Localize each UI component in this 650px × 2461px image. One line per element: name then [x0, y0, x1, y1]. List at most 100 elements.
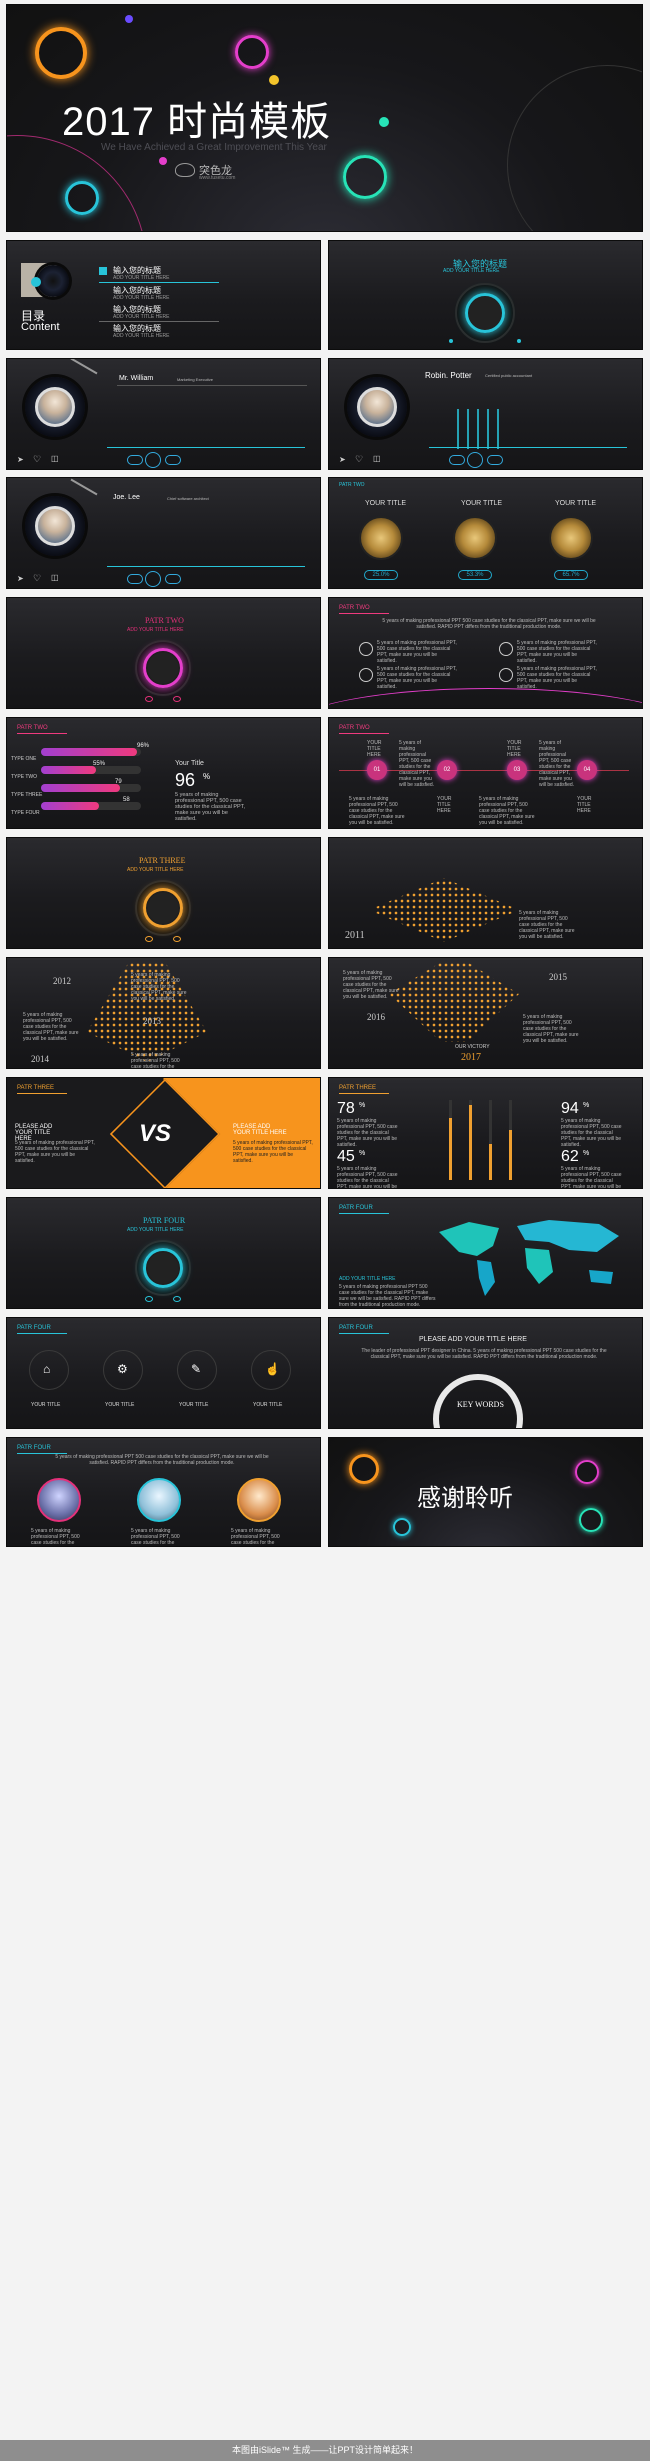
- percent-text: 5 years of making professional PPT, 500 …: [337, 1166, 398, 1189]
- timeline-node-3[interactable]: 03: [507, 760, 527, 780]
- gear-icon[interactable]: ⚙: [117, 1362, 128, 1376]
- profile-name: Mr. William: [119, 375, 154, 382]
- heart-icon[interactable]: ♡: [355, 454, 364, 464]
- percent-1-unit: %: [359, 1102, 366, 1109]
- heart-icon[interactable]: ♡: [33, 573, 42, 583]
- percent-text: 5 years of making professional PPT, 500 …: [561, 1166, 622, 1189]
- share-icon[interactable]: ➤: [339, 455, 346, 464]
- share-icon[interactable]: ➤: [17, 574, 24, 583]
- keywords-text: The leader of professional PPT designer …: [361, 1348, 607, 1360]
- share-icon[interactable]: ➤: [17, 455, 24, 464]
- pause-icon[interactable]: [99, 267, 107, 275]
- icon-ring: [177, 1350, 217, 1390]
- timeline-node-2[interactable]: 02: [437, 760, 457, 780]
- features-slide[interactable]: PATR TWO 5 years of making professional …: [328, 597, 643, 709]
- part-two-slide[interactable]: PATR TWO ADD YOUR TITLE HERE: [6, 597, 321, 709]
- bar-label-4: TYPE FOUR: [11, 810, 40, 816]
- pink-ring: [143, 648, 183, 688]
- prev-button[interactable]: [127, 455, 143, 465]
- feature-text: 5 years of making professional PPT, 500 …: [377, 640, 457, 664]
- progress-line[interactable]: [107, 566, 305, 567]
- progress-line[interactable]: [107, 447, 305, 448]
- vs-slide[interactable]: PATR THREE VS PLEASE ADD YOUR TITLE HERE…: [6, 1077, 321, 1189]
- next-button[interactable]: [165, 574, 181, 584]
- next-button[interactable]: [173, 1296, 181, 1302]
- thanks-slide[interactable]: 感谢聆听: [328, 1437, 643, 1547]
- timeline-node-4[interactable]: 04: [577, 760, 597, 780]
- prev-button[interactable]: [127, 574, 143, 584]
- trash-icon[interactable]: ◫: [51, 573, 59, 582]
- icons-slide[interactable]: PATR FOUR ⌂ ⚙ ✎ ☝ YOUR TITLE YOUR TITLE …: [6, 1317, 321, 1429]
- touch-icon[interactable]: ☝: [265, 1362, 280, 1376]
- knob-1[interactable]: [359, 516, 403, 560]
- slider-track: [489, 1100, 492, 1180]
- year-label: 2011: [345, 930, 365, 941]
- toc-item-2[interactable]: 输入您的标题: [113, 286, 161, 295]
- prev-button[interactable]: [449, 455, 465, 465]
- section-slide[interactable]: 输入您的标题 ADD YOUR TITLE HERE: [328, 240, 643, 350]
- trash-icon[interactable]: ◫: [373, 454, 381, 463]
- next-button[interactable]: [173, 936, 181, 942]
- next-button[interactable]: [173, 696, 181, 702]
- bars-slide[interactable]: PATR TWO TYPE ONE TYPE TWO TYPE THREE TY…: [6, 717, 321, 829]
- dots-slide-3[interactable]: 2015 2016 5 years of making professional…: [328, 957, 643, 1069]
- cyan-ring: [143, 1248, 183, 1288]
- part-four-slide[interactable]: PATR FOUR ADD YOUR TITLE HERE: [6, 1197, 321, 1309]
- prev-button[interactable]: [145, 696, 153, 702]
- victory-label: OUR VICTORY: [455, 1044, 490, 1050]
- section-sub: ADD YOUR TITLE HERE: [443, 268, 500, 274]
- timeline-node-1[interactable]: 01: [367, 760, 387, 780]
- profile-role: Marketing Executive: [177, 377, 214, 382]
- toc-item-1[interactable]: 输入您的标题: [113, 266, 161, 275]
- play-icon[interactable]: [31, 277, 41, 287]
- year-text: 5 years of making professional PPT, 500 …: [131, 1052, 180, 1069]
- profile-slide-2[interactable]: Robin. Potter Certified public accountan…: [328, 358, 643, 470]
- pen-icon[interactable]: ✎: [191, 1362, 202, 1376]
- profile-slide-3[interactable]: Joe. Lee Chief software architect ➤ ♡ ◫: [6, 477, 321, 589]
- map-slide[interactable]: PATR FOUR ADD YOUR TITLE HERE 5 years of…: [328, 1197, 643, 1309]
- progress-line[interactable]: [429, 447, 627, 448]
- pause-button[interactable]: [145, 452, 161, 468]
- prev-button[interactable]: [145, 936, 153, 942]
- year-text: 5 years of making professional PPT, 500 …: [23, 1012, 79, 1042]
- dot: [269, 75, 279, 85]
- timeline-text: 5 years of making professional PPT, 500 …: [479, 796, 535, 826]
- dots-slide-1[interactable]: 2011 5 years of making professional PPT,…: [328, 837, 643, 949]
- keywords-slide[interactable]: PATR FOUR PLEASE ADD YOUR TITLE HERE The…: [328, 1317, 643, 1429]
- photos-slide[interactable]: PATR FOUR 5 years of making professional…: [6, 1437, 321, 1547]
- bar-fill-3: [41, 784, 120, 792]
- toc-item-2-sub: ADD YOUR TITLE HERE: [113, 295, 170, 301]
- orange-ring: [349, 1454, 379, 1484]
- knobs-slide[interactable]: PATR TWO YOUR TITLE YOUR TITLE YOUR TITL…: [328, 477, 643, 589]
- toc-item-4[interactable]: 输入您的标题: [113, 324, 161, 333]
- year-label: 2012: [53, 976, 71, 986]
- cover-slide[interactable]: 2017 时尚模板 We Have Achieved a Great Impro…: [6, 4, 643, 232]
- toc-slide[interactable]: 目录 Content 输入您的标题 ADD YOUR TITLE HERE 输入…: [6, 240, 321, 350]
- year-text: 5 years of making professional PPT, 500 …: [519, 910, 575, 940]
- dots-slide-2[interactable]: 2012 2013 2014 5 years of making profess…: [6, 957, 321, 1069]
- knob-value-1: 25.0%: [364, 570, 398, 580]
- next-button[interactable]: [487, 455, 503, 465]
- tonearm: [70, 478, 98, 496]
- toc-item-3[interactable]: 输入您的标题: [113, 305, 161, 314]
- profile-slide-1[interactable]: Mr. William Marketing Executive ➤ ♡ ◫: [6, 358, 321, 470]
- bar-value-3: 79: [115, 779, 122, 785]
- knob-3[interactable]: [549, 516, 593, 560]
- vs-right-text: 5 years of making professional PPT, 500 …: [233, 1140, 313, 1164]
- map-title: ADD YOUR TITLE HERE: [339, 1276, 396, 1282]
- pause-button[interactable]: [467, 452, 483, 468]
- trash-icon[interactable]: ◫: [51, 454, 59, 463]
- percent-slide[interactable]: PATR THREE 78 % 5 years of making profes…: [328, 1077, 643, 1189]
- home-icon[interactable]: ⌂: [43, 1362, 51, 1376]
- part-three-slide[interactable]: PATR THREE ADD YOUR TITLE HERE: [6, 837, 321, 949]
- pause-button[interactable]: [145, 571, 161, 587]
- knob-2[interactable]: [453, 516, 497, 560]
- timeline-slide[interactable]: PATR TWO 01 02 03 04 YOUR TITLE HERE YOU…: [328, 717, 643, 829]
- next-button[interactable]: [165, 455, 181, 465]
- timeline-text: 5 years of making professional PPT, 500 …: [539, 740, 575, 788]
- bar-value-1: 96%: [137, 743, 150, 749]
- prev-button[interactable]: [145, 1296, 153, 1302]
- brand-url: www.tusetu.com: [199, 175, 236, 181]
- wave-line: [329, 688, 642, 708]
- heart-icon[interactable]: ♡: [33, 454, 42, 464]
